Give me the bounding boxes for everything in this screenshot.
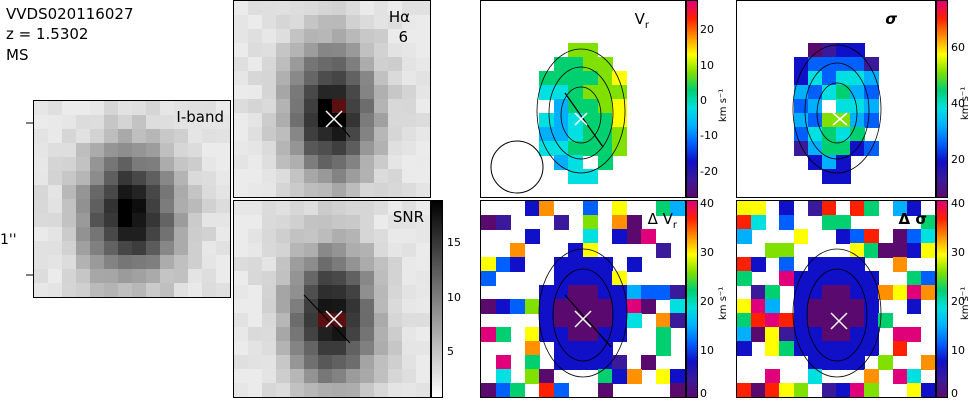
dvr-unit: km s⁻¹ bbox=[718, 286, 729, 320]
dvr-tick-40: 40 bbox=[700, 197, 714, 210]
sigma-tick-20: 20 bbox=[951, 153, 965, 166]
snr-marker bbox=[303, 294, 351, 344]
snr-tick-15: 15 bbox=[447, 236, 461, 249]
dsigma-unit: km s⁻¹ bbox=[960, 286, 971, 320]
dsigma-tick-0: 0 bbox=[951, 387, 958, 400]
dvr-map bbox=[481, 201, 685, 397]
dvr-contours bbox=[538, 248, 628, 378]
sigma-panel: σ bbox=[736, 0, 936, 198]
snr-tick-10: 10 bbox=[447, 291, 461, 304]
dsigma-tick-20: 20 bbox=[951, 295, 965, 308]
sigma-contours bbox=[792, 44, 882, 174]
dsigma-tick-10: 10 bbox=[951, 344, 965, 357]
dsigma-tick-30: 30 bbox=[951, 246, 965, 259]
object-id: VVDS020116027 bbox=[6, 5, 134, 23]
dvr-tick-20: 20 bbox=[700, 295, 714, 308]
snr-label: SNR bbox=[392, 208, 424, 226]
vr-unit: km s⁻¹ bbox=[718, 88, 729, 122]
sigma-tick-60: 60 bbox=[951, 41, 965, 54]
dvr-tick-30: 30 bbox=[700, 246, 714, 259]
dsigma-panel: Δ σ bbox=[736, 200, 936, 398]
class-label: MS bbox=[6, 46, 29, 64]
halpha-panel: Hα 6 bbox=[233, 0, 431, 198]
redshift-label: z = 1.5302 bbox=[6, 25, 89, 43]
sigma-map bbox=[737, 1, 935, 197]
dsigma-label: Δ σ bbox=[898, 210, 927, 228]
dvr-panel: Δ Vr bbox=[480, 200, 686, 398]
sigma-unit: km s⁻¹ bbox=[960, 86, 971, 120]
snr-panel: SNR bbox=[233, 200, 431, 398]
iband-image bbox=[34, 101, 230, 297]
sigma-label: σ bbox=[885, 10, 897, 28]
vr-tick-m20: -20 bbox=[700, 165, 718, 178]
dvr-label: Δ Vr bbox=[647, 210, 677, 231]
dvr-tick-10: 10 bbox=[700, 344, 714, 357]
halpha-label: Hα bbox=[388, 8, 410, 26]
snr-tick-5: 5 bbox=[447, 345, 454, 358]
halpha-sublabel: 6 bbox=[398, 28, 408, 46]
vr-contours bbox=[490, 48, 626, 194]
vr-label: Vr bbox=[634, 10, 649, 31]
dvr-tick-0: 0 bbox=[700, 387, 707, 400]
iband-label: I-band bbox=[176, 108, 224, 126]
iband-panel: I-band bbox=[33, 100, 231, 298]
vr-colorbar bbox=[686, 0, 698, 198]
vr-tick-m10: -10 bbox=[700, 129, 718, 142]
dsigma-map bbox=[737, 201, 935, 397]
vr-panel: Vr bbox=[480, 0, 686, 198]
vr-tick-0: 0 bbox=[700, 94, 707, 107]
vr-tick-10: 10 bbox=[700, 59, 714, 72]
sigma-tick-40: 40 bbox=[951, 97, 965, 110]
vr-map bbox=[481, 1, 685, 197]
snr-image bbox=[234, 201, 430, 397]
dsigma-contours bbox=[792, 248, 882, 378]
halpha-marker bbox=[317, 98, 351, 138]
vr-tick-20: 20 bbox=[700, 23, 714, 36]
scale-label: 1'' bbox=[0, 232, 17, 248]
halpha-image bbox=[234, 1, 430, 197]
snr-colorbar bbox=[431, 200, 443, 398]
sigma-colorbar bbox=[936, 0, 948, 198]
dsigma-colorbar bbox=[936, 200, 948, 398]
dsigma-tick-40: 40 bbox=[951, 197, 965, 210]
dvr-colorbar bbox=[686, 200, 698, 398]
